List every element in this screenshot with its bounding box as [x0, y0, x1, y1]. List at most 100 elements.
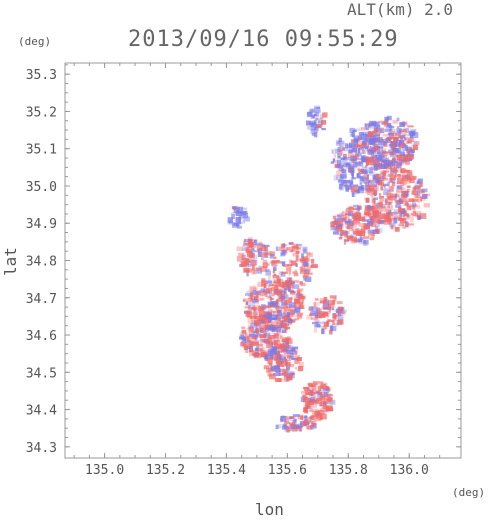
echo-cell: [400, 180, 405, 187]
echo-cell: [371, 155, 375, 160]
echo-cell: [253, 341, 257, 346]
echo-cell: [248, 238, 253, 243]
echo-cell: [247, 318, 254, 324]
echo-cell: [369, 193, 376, 197]
echo-cell: [265, 268, 270, 272]
echo-cell: [270, 365, 276, 371]
echo-cell: [385, 199, 388, 206]
echo-cell: [309, 398, 315, 402]
echo-cell: [283, 311, 290, 314]
echo-cell: [309, 405, 314, 412]
echo-cell: [403, 200, 409, 206]
echo-cell: [383, 162, 390, 167]
echo-cell: [396, 117, 400, 122]
echo-cell: [345, 187, 350, 192]
echo-cell: [326, 408, 334, 412]
echo-cell: [413, 204, 416, 210]
echo-cell: [263, 365, 269, 370]
echo-cell: [304, 268, 307, 273]
echo-cell: [260, 353, 266, 358]
echo-cell: [374, 184, 377, 187]
echo-cell: [288, 312, 294, 317]
echo-cell: [393, 217, 398, 224]
echo-cell: [281, 281, 287, 287]
echo-cell: [352, 191, 356, 198]
echo-cell: [251, 264, 255, 271]
echo-cell: [319, 300, 326, 304]
echo-cell: [405, 127, 410, 133]
echo-cell: [259, 305, 265, 310]
echo-cell: [248, 263, 252, 268]
echo-cell: [387, 189, 394, 192]
echo-cell: [411, 132, 419, 138]
echo-cell: [277, 299, 280, 303]
echo-cell: [276, 279, 282, 283]
echo-cell: [320, 395, 326, 402]
echo-cell: [392, 211, 400, 214]
echo-cell: [353, 218, 361, 224]
echo-cell: [396, 154, 403, 161]
echo-cell: [360, 228, 366, 234]
echo-cell: [364, 165, 368, 169]
echo-cell: [248, 326, 254, 333]
echo-cell: [334, 309, 340, 313]
echo-cell: [378, 214, 386, 218]
echo-cell: [322, 112, 328, 118]
echo-cell: [277, 295, 284, 302]
echo-cell: [248, 236, 253, 241]
echo-cell: [364, 142, 367, 148]
echo-cell: [283, 356, 286, 361]
echo-cell: [280, 271, 286, 277]
echo-cell: [257, 346, 265, 352]
echo-cell: [302, 415, 306, 420]
echo-cell: [292, 271, 298, 274]
echo-cell: [292, 350, 297, 355]
echo-cell: [251, 252, 255, 256]
echo-cell: [280, 300, 287, 306]
echo-cell: [270, 324, 275, 330]
y-tick-label: 34.7: [26, 292, 57, 307]
echo-cell: [284, 343, 289, 348]
echo-cell: [253, 316, 256, 319]
echo-cell: [270, 300, 275, 307]
echo-cell: [343, 147, 351, 152]
echo-cell: [274, 285, 279, 291]
echo-cell: [371, 188, 374, 194]
echo-cell: [398, 159, 405, 164]
echo-cell: [271, 314, 278, 320]
echo-cell: [370, 216, 374, 221]
echo-cell: [303, 269, 310, 274]
echo-cell: [340, 219, 344, 226]
echo-cell: [361, 168, 369, 173]
echo-cell: [295, 256, 300, 262]
echo-cell: [343, 231, 346, 236]
echo-cell: [397, 218, 405, 221]
echo-cell: [401, 185, 404, 190]
echo-cell: [241, 220, 245, 224]
echo-cell: [246, 300, 252, 304]
echo-cell: [314, 105, 321, 112]
echo-cell: [257, 343, 264, 347]
echo-cell: [414, 186, 420, 192]
echo-cell: [283, 421, 290, 425]
echo-cell: [279, 361, 285, 368]
echo-cell: [290, 423, 296, 430]
echo-cell: [352, 129, 357, 133]
echo-cell: [303, 248, 307, 253]
echo-cell: [387, 195, 391, 200]
echo-cell: [254, 298, 259, 303]
echo-cell: [360, 143, 367, 149]
echo-cell: [267, 371, 272, 377]
echo-cell: [273, 256, 277, 259]
echo-cell: [251, 319, 257, 325]
echo-cell: [368, 171, 373, 174]
echo-cell: [307, 420, 312, 423]
echo-cell: [391, 159, 395, 165]
echo-cell: [339, 143, 344, 148]
echo-cell: [328, 393, 332, 399]
echo-cell: [363, 236, 370, 240]
echo-cell: [407, 214, 410, 217]
echo-cell: [253, 295, 258, 300]
echo-cell: [306, 111, 313, 117]
echo-cell: [342, 232, 347, 236]
